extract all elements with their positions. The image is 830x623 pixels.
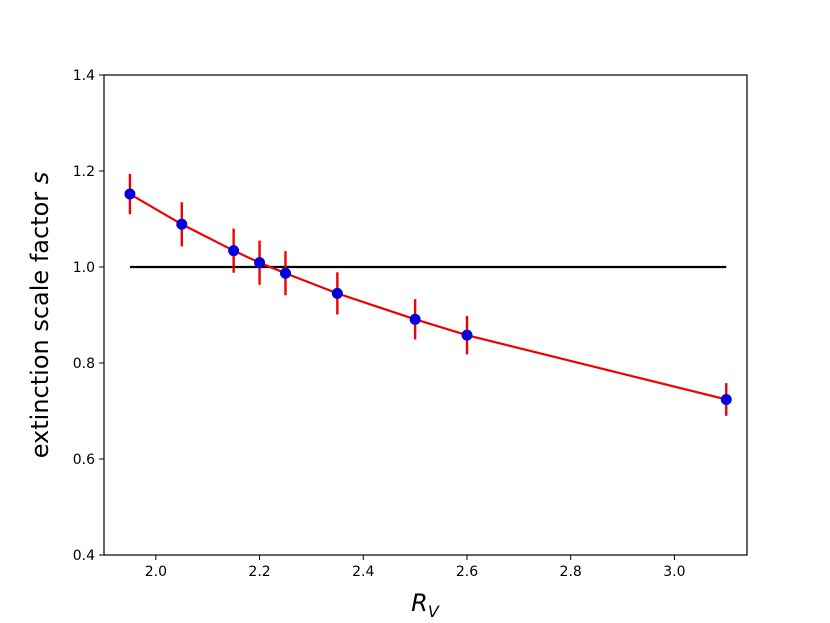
y-tick-label: 0.6 [73,452,95,468]
x-axis-var: R [411,589,428,617]
y-axis-label-text: extinction scale factor [26,184,54,458]
data-point [720,393,732,405]
x-tick-label: 2.4 [352,564,374,580]
y-axis-var: s [26,172,54,185]
data-point [124,188,136,200]
y-tick-label: 1.0 [73,260,95,276]
data-point [279,267,291,279]
x-tick-label: 2.6 [456,564,478,580]
x-tick-label: 2.0 [145,564,167,580]
plot-frame [103,74,748,556]
x-tick-label: 3.0 [663,564,685,580]
data-point [176,218,188,230]
y-tick-label: 1.4 [73,68,95,84]
series-line [129,193,727,401]
y-tick-label: 1.2 [73,164,95,180]
data-point [331,287,343,299]
data-point [254,257,266,269]
data-point [461,329,473,341]
data-point [409,313,421,325]
data-point [228,245,240,257]
x-tick-label: 2.2 [248,564,270,580]
y-tick-label: 0.8 [73,356,95,372]
x-axis-title: RV [411,589,440,621]
x-axis-subscript: V [428,602,440,621]
x-tick-label: 2.8 [560,564,582,580]
y-axis-title: extinction scale factor s [26,172,54,459]
y-tick-label: 0.4 [73,548,95,564]
